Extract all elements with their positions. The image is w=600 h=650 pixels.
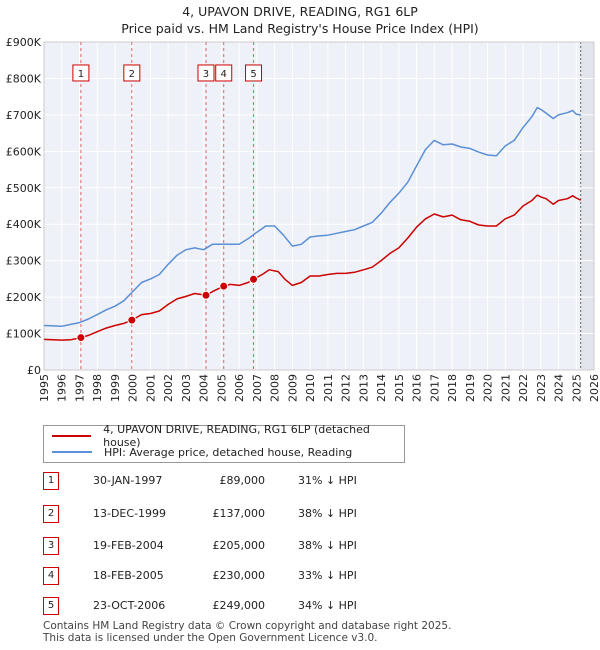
x-tick-label: 2002 [162,374,175,402]
x-tick-label: 1995 [38,374,51,402]
x-tick-label: 1996 [56,374,69,402]
sale-label-box-5 [245,64,263,82]
sale-marker-2 [127,315,137,325]
x-tick-label: 1997 [73,374,86,402]
x-tick-label: 2015 [393,374,406,402]
sale-label-1: 1 [78,69,84,80]
x-tick-label: 2019 [464,374,477,402]
forecast-area [580,42,594,370]
y-tick-label: £500K [6,182,42,195]
sale-marker-1 [76,333,86,343]
x-tick-label: 2026 [588,374,600,402]
y-tick-label: £100K [6,328,42,341]
x-tick-label: 1998 [91,374,104,402]
sale-date: 19-FEB-2004 [93,539,164,552]
x-tick-label: 2012 [340,374,353,402]
sale-date: 13-DEC-1999 [93,507,167,520]
sale-hpi-diff: 31% ↓ HPI [298,474,357,487]
x-tick-label: 2020 [482,374,495,402]
table-row: 2 13-DEC-1999 £137,000 38% ↓ HPI [43,503,563,525]
x-tick-label: 2011 [322,374,335,402]
legend-item-property: 4, UPAVON DRIVE, READING, RG1 6LP (detac… [52,423,404,449]
sale-hpi-diff: 38% ↓ HPI [298,539,357,552]
x-tick-label: 2021 [499,374,512,402]
sale-date: 18-FEB-2005 [93,569,164,582]
sale-hpi-diff: 38% ↓ HPI [298,507,357,520]
sale-date: 23-OCT-2006 [93,599,166,612]
sale-number-badge: 5 [43,597,59,615]
sale-price: £249,000 [212,599,266,612]
sale-label-box-3 [197,64,215,82]
sale-number-badge: 3 [43,537,59,555]
sale-date: 30-JAN-1997 [93,474,163,487]
sale-number-badge: 2 [43,505,59,523]
x-tick-label: 2005 [215,374,228,402]
sale-marker-5 [249,274,259,284]
sale-label-box-2 [123,64,141,82]
legend-line-property [52,435,92,437]
x-tick-label: 1999 [109,374,122,402]
sale-hpi-diff: 33% ↓ HPI [298,569,357,582]
hpi-line [43,106,581,328]
x-tick-label: 2000 [127,374,140,402]
chart-title: 4, UPAVON DRIVE, READING, RG1 6LP [182,4,418,19]
x-tick-label: 2013 [357,374,370,402]
x-tick-label: 2003 [180,374,193,402]
y-tick-label: £300K [6,255,42,268]
legend-label-hpi: HPI: Average price, detached house, Read… [104,445,353,459]
x-tick-label: 2009 [286,374,299,402]
table-row: 1 30-JAN-1997 £89,000 31% ↓ HPI [43,470,563,492]
x-tick-label: 2004 [198,374,211,402]
sale-price: £89,000 [219,474,266,487]
price-chart: £0 £100K £200K £300K £400K £500K £600K £700K £80… [6,36,600,402]
x-tick-label: 2022 [517,374,530,402]
y-tick-label: £600K [6,145,42,158]
table-row: 5 23-OCT-2006 £249,000 34% ↓ HPI [43,595,563,617]
y-tick-label: £200K [6,291,42,304]
sale-price: £205,000 [212,539,266,552]
x-tick-label: 2018 [446,374,459,402]
x-tick-label: 2017 [428,374,441,402]
sale-label-3: 3 [203,69,209,80]
property-price-line [43,194,582,341]
x-tick-label: 2008 [269,374,282,402]
sale-marker-4 [219,281,229,291]
plot-border [43,41,595,371]
y-tick-label: £0 [27,364,41,377]
chart-legend: 4, UPAVON DRIVE, READING, RG1 6LP (detac… [43,423,405,463]
sale-price: £230,000 [212,569,266,582]
sale-number-badge: 1 [43,472,59,490]
x-tick-label: 2014 [375,374,388,402]
sale-label-2: 2 [129,69,135,80]
sale-label-5: 5 [250,69,256,80]
legend-label-property: 4, UPAVON DRIVE, READING, RG1 6LP (detac… [103,423,370,449]
legend-line-hpi [52,451,92,453]
legend-item-hpi: HPI: Average price, detached house, Read… [52,444,352,460]
chart-subtitle: Price paid vs. HM Land Registry's House … [121,21,479,36]
y-tick-label: £800K [6,72,42,85]
sale-hpi-diff: 34% ↓ HPI [298,599,357,612]
y-tick-label: £400K [6,218,42,231]
plot-area [44,42,594,370]
footer-licence: This data is licensed under the Open Gov… [43,632,378,644]
x-tick-label: 2010 [304,374,317,402]
sale-label-4: 4 [221,69,227,80]
sale-label-box-4 [215,64,233,82]
x-tick-label: 2023 [535,374,548,402]
table-row: 3 19-FEB-2004 £205,000 38% ↓ HPI [43,535,563,557]
x-tick-label: 2025 [570,374,583,402]
x-tick-label: 2001 [144,374,157,402]
footer-copyright: Contains HM Land Registry data © Crown c… [43,620,452,632]
sale-number-badge: 4 [43,567,59,585]
x-tick-label: 2016 [411,374,424,402]
table-row: 4 18-FEB-2005 £230,000 33% ↓ HPI [43,565,563,587]
y-tick-label: £900K [6,36,42,49]
sale-label-box-1 [72,64,90,82]
x-tick-label: 2007 [251,374,264,402]
x-tick-label: 2006 [233,374,246,402]
y-tick-label: £700K [6,109,42,122]
sale-marker-3 [201,290,211,300]
x-tick-label: 2024 [553,374,566,402]
sale-price: £137,000 [212,507,266,520]
